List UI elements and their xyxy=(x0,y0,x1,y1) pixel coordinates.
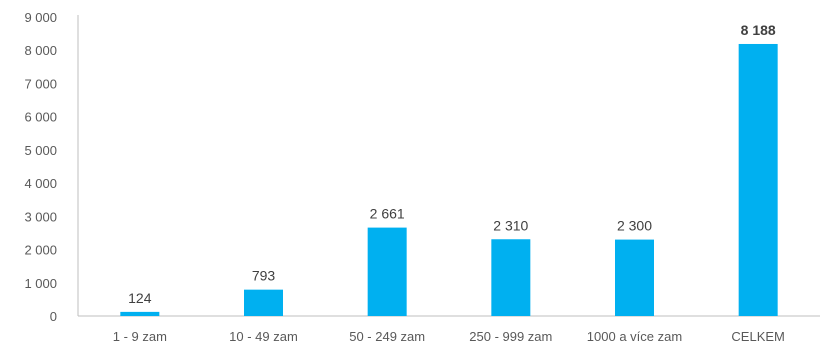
y-tick-label: 4 000 xyxy=(24,176,57,191)
bar xyxy=(615,239,654,316)
y-tick-label: 1 000 xyxy=(24,276,57,291)
y-tick-label: 3 000 xyxy=(24,209,57,224)
y-tick-label: 7 000 xyxy=(24,76,57,91)
data-label: 2 310 xyxy=(493,217,528,233)
x-axis: 1 - 9 zam 10 - 49 zam 50 - 249 zam 250 - 99… xyxy=(78,315,820,344)
data-label: 8 188 xyxy=(741,22,776,38)
bars xyxy=(120,43,778,317)
data-label: 2 300 xyxy=(617,218,652,234)
y-axis: 0 1 000 2 000 3 000 4 000 5 000 6 000 7 000 8 00… xyxy=(24,10,79,324)
y-tick-label: 6 000 xyxy=(24,110,57,125)
x-tick-label: CELKEM xyxy=(731,329,784,344)
x-tick-label: 1000 a více zam xyxy=(587,329,682,344)
x-tick-label: 50 - 249 zam xyxy=(349,329,425,344)
y-tick-label: 9 000 xyxy=(24,10,57,25)
data-labels: 124 793 2 661 2 310 2 300 8 188 xyxy=(128,22,776,306)
x-tick-label: 10 - 49 zam xyxy=(229,329,298,344)
y-tick-label: 5 000 xyxy=(24,143,57,158)
bar xyxy=(367,227,407,316)
y-tick-label: 0 xyxy=(50,309,57,324)
x-tick-label: 1 - 9 zam xyxy=(113,329,167,344)
data-label: 793 xyxy=(252,268,276,284)
data-label: 124 xyxy=(128,290,152,306)
bar xyxy=(244,289,283,316)
x-tick-label: 250 - 999 zam xyxy=(469,329,552,344)
bar xyxy=(738,43,778,317)
y-tick-label: 8 000 xyxy=(24,43,57,58)
y-tick-label: 2 000 xyxy=(24,243,57,258)
bar xyxy=(491,239,531,316)
bar xyxy=(120,311,160,316)
data-label: 2 661 xyxy=(370,206,405,222)
